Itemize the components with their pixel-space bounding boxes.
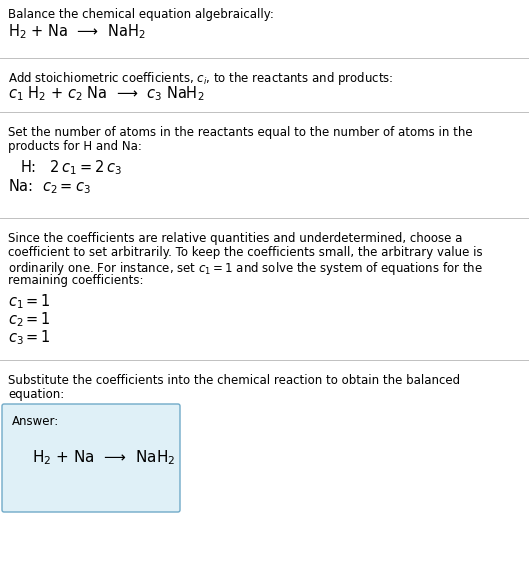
Text: Set the number of atoms in the reactants equal to the number of atoms in the: Set the number of atoms in the reactants…	[8, 126, 472, 139]
Text: remaining coefficients:: remaining coefficients:	[8, 274, 143, 287]
Text: $c_2 = 1$: $c_2 = 1$	[8, 310, 51, 329]
Text: ordinarily one. For instance, set $c_1 = 1$ and solve the system of equations fo: ordinarily one. For instance, set $c_1 =…	[8, 260, 483, 277]
Text: Answer:: Answer:	[12, 415, 59, 428]
Text: Substitute the coefficients into the chemical reaction to obtain the balanced: Substitute the coefficients into the che…	[8, 374, 460, 387]
Text: coefficient to set arbitrarily. To keep the coefficients small, the arbitrary va: coefficient to set arbitrarily. To keep …	[8, 246, 482, 259]
Text: H:   $2\,c_1 = 2\,c_3$: H: $2\,c_1 = 2\,c_3$	[20, 158, 122, 177]
Text: $c_3 = 1$: $c_3 = 1$	[8, 328, 51, 346]
Text: Since the coefficients are relative quantities and underdetermined, choose a: Since the coefficients are relative quan…	[8, 232, 462, 245]
Text: $c_1 = 1$: $c_1 = 1$	[8, 292, 51, 311]
Text: $c_1$ H$_2$ + $c_2$ Na  ⟶  $c_3$ NaH$_2$: $c_1$ H$_2$ + $c_2$ Na ⟶ $c_3$ NaH$_2$	[8, 84, 205, 103]
Text: Na:  $c_2 = c_3$: Na: $c_2 = c_3$	[8, 177, 91, 196]
Text: products for H and Na:: products for H and Na:	[8, 140, 142, 153]
FancyBboxPatch shape	[2, 404, 180, 512]
Text: Add stoichiometric coefficients, $c_i$, to the reactants and products:: Add stoichiometric coefficients, $c_i$, …	[8, 70, 394, 87]
Text: H$_2$ + Na  ⟶  NaH$_2$: H$_2$ + Na ⟶ NaH$_2$	[8, 22, 145, 41]
Text: Balance the chemical equation algebraically:: Balance the chemical equation algebraica…	[8, 8, 274, 21]
Text: H$_2$ + Na  ⟶  NaH$_2$: H$_2$ + Na ⟶ NaH$_2$	[32, 448, 176, 467]
Text: equation:: equation:	[8, 388, 64, 401]
